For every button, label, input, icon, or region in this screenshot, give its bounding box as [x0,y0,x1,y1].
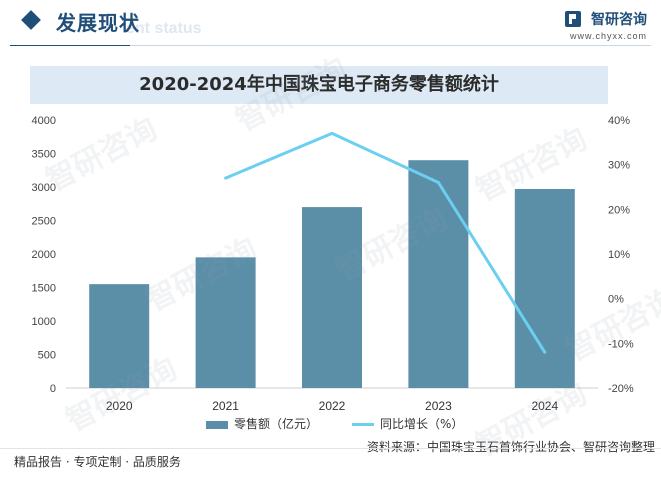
y-left-tick-label: 2500 [32,216,56,228]
footer-tagline: 精品报告 · 专项定制 · 品质服务 [14,455,181,469]
chart-title-band: 2020-2024年中国珠宝电子商务零售额统计 [30,66,608,104]
growth-point-2021 [224,176,228,180]
chart-title: 2020-2024年中国珠宝电子商务零售额统计 [139,74,499,95]
bar-sales-2021 [195,257,256,388]
legend-swatch-line [352,423,374,426]
y-left-tick-label: 4000 [32,115,56,127]
x-tick-label: 2022 [319,399,346,413]
legend-swatch-bar [206,420,228,429]
legend-item-growth: 同比增长（%） [352,415,463,433]
y-right-tick-label: -20% [608,383,634,395]
growth-point-2023 [436,181,440,185]
x-tick-label: 2023 [425,399,452,413]
y-right-tick-label: 20% [608,204,630,216]
header-divider [10,45,651,46]
y-right-tick-label: -10% [608,338,634,350]
bar-sales-2023 [408,160,469,388]
y-left-tick-label: 1500 [32,283,56,295]
bar-sales-2024 [514,189,575,388]
bar-sales-2020 [89,284,150,388]
brand-url: www.chyxx.com [569,30,647,41]
brand-logo-icon [564,10,581,27]
y-left-tick-label: 3000 [32,182,56,194]
y-left-tick-label: 3500 [32,149,56,161]
x-tick-label: 2024 [531,399,558,413]
footer-divider [0,448,661,449]
y-right-tick-label: 10% [608,249,630,261]
x-tick-label: 2020 [106,399,133,413]
page-header: ent status 发展现状 智研咨询 www.chyxx.com [0,0,661,48]
chart: 0 500 1000 1500 2000 2500 3000 3500 4000 -20% -10%… [32,115,634,413]
y-left-tick-label: 1000 [32,316,56,328]
growth-point-2022 [330,131,334,135]
bar-sales-2022 [302,207,362,388]
diamond-icon [21,10,41,30]
brand-name: 智研咨询 [591,11,647,28]
y-left-tick-label: 500 [38,350,56,362]
source-note: 资料来源：中国珠宝玉石首饰行业协会、智研咨询整理 [366,440,655,454]
y-left-tick-label: 2000 [32,249,56,261]
section-subtitle: ent status [126,20,202,37]
legend-label-sales: 零售额（亿元） [234,417,319,431]
y-right-tick-label: 30% [608,160,630,172]
growth-point-2024 [543,350,547,354]
y-right-tick-label: 40% [608,115,630,127]
brand: 智研咨询 www.chyxx.com [564,8,647,41]
growth-line [225,131,547,354]
legend-item-sales: 零售额（亿元） [206,415,318,433]
y-left-tick-label: 0 [50,383,56,395]
legend-label-growth: 同比增长（%） [380,417,464,431]
y-right-tick-label: 0% [608,294,624,306]
chart-legend: 零售额（亿元） 同比增长（%） [0,415,661,433]
x-tick-label: 2021 [212,399,239,413]
section-title: 发展现状 [56,11,140,35]
